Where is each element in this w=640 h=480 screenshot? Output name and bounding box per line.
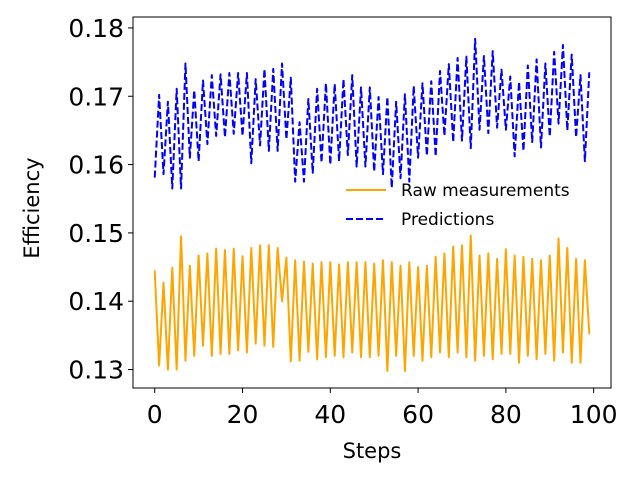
x-tick-label: 60 [402, 400, 434, 429]
x-tick-label: 0 [147, 400, 163, 429]
y-tick-label: 0.18 [68, 14, 124, 43]
x-axis: 0 20 40 60 80 100 [147, 388, 618, 429]
y-axis: 0.13 0.14 0.15 0.16 0.17 0.18 [68, 14, 133, 385]
plot-area [132, 16, 612, 389]
plot-frame [132, 16, 612, 389]
x-tick-label: 80 [490, 400, 522, 429]
y-tick-label: 0.13 [68, 356, 124, 385]
x-tick-label: 40 [314, 400, 346, 429]
y-tick-label: 0.14 [68, 287, 124, 316]
legend-label-0: Raw measurements [401, 181, 570, 201]
x-tick-label: 100 [570, 400, 618, 429]
series-layer [153, 37, 591, 372]
x-axis-label: Steps [343, 439, 402, 463]
y-tick-label: 0.17 [68, 82, 124, 111]
x-tick-label: 20 [227, 400, 259, 429]
legend-label-1: Predictions [401, 210, 494, 230]
y-tick-label: 0.15 [68, 219, 124, 248]
series-line-0 [153, 234, 591, 372]
series-line-1 [153, 37, 591, 190]
y-axis-label: Efficiency [20, 157, 44, 258]
y-tick-label: 0.16 [68, 151, 124, 180]
legend: Raw measurements Predictions [346, 181, 570, 230]
